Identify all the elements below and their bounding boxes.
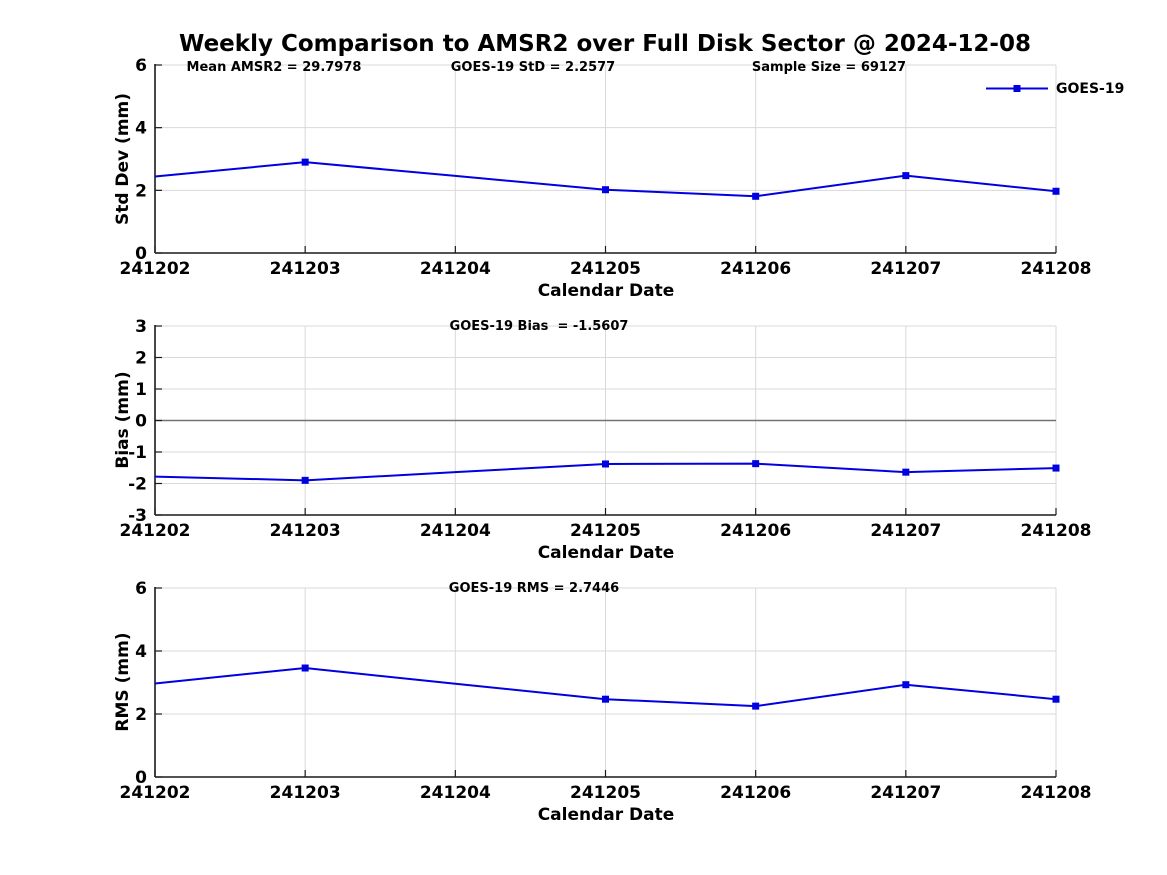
x-tick-label: 241207 (870, 259, 941, 279)
x-tick-label: 241203 (270, 783, 341, 803)
x-tick-label: 241208 (1021, 259, 1092, 279)
data-point-marker (752, 192, 760, 200)
x-tick-label: 241206 (720, 259, 791, 279)
x-tick-label: 241208 (1021, 521, 1092, 541)
x-tick-label: 241208 (1021, 783, 1092, 803)
y-tick-label: 6 (135, 56, 147, 76)
x-tick-label: 241207 (870, 783, 941, 803)
x-tick-label: 241202 (120, 783, 191, 803)
data-point-marker (301, 158, 309, 166)
data-point-marker (1052, 695, 1060, 703)
y-tick-label: -1 (128, 443, 147, 463)
y-tick-label: 1 (135, 380, 147, 400)
data-point-marker (752, 460, 760, 468)
y-tick-label: 2 (135, 349, 147, 369)
x-tick-label: 241206 (720, 783, 791, 803)
x-tick-label: 241205 (570, 259, 641, 279)
bias-x-axis-label: Calendar Date (537, 543, 675, 563)
data-point-marker (602, 460, 609, 468)
y-tick-label: 0 (135, 244, 147, 264)
x-tick-label: 241203 (270, 521, 341, 541)
y-tick-label: 6 (135, 579, 147, 599)
data-point-marker (902, 172, 910, 180)
annotation-goes19-bias: GOES-19 Bias = -1.5607 (449, 319, 629, 334)
y-tick-label: 4 (135, 642, 147, 662)
data-point-marker (752, 702, 760, 710)
y-tick-label: 2 (135, 705, 147, 725)
x-tick-label: 241204 (420, 259, 491, 279)
y-tick-label: 2 (135, 181, 147, 201)
figure-title: Weekly Comparison to AMSR2 over Full Dis… (179, 31, 1031, 57)
x-tick-label: 241204 (420, 521, 491, 541)
y-tick-label: -3 (128, 506, 147, 526)
x-tick-label: 241205 (570, 783, 641, 803)
y-tick-label: 0 (135, 768, 147, 788)
data-point-marker (1052, 464, 1060, 472)
rms-y-axis-label: RMS (mm) (113, 632, 133, 732)
data-point-marker (902, 468, 910, 476)
y-tick-label: 0 (135, 412, 147, 432)
y-tick-label: 3 (135, 317, 147, 337)
x-tick-label: 241203 (270, 259, 341, 279)
data-point-marker (301, 664, 309, 672)
rms-x-axis-label: Calendar Date (537, 805, 675, 825)
data-point-marker (902, 681, 910, 689)
data-point-marker (602, 695, 609, 703)
y-tick-label: 4 (135, 119, 147, 139)
data-point-marker (301, 476, 309, 484)
legend: GOES-19 (985, 80, 1124, 97)
bias-y-axis-label: Bias (mm) (113, 371, 133, 469)
x-tick-label: 241204 (420, 783, 491, 803)
x-tick-label: 241202 (120, 259, 191, 279)
data-point-marker (1052, 187, 1060, 195)
annotation-mean-amsr2: Mean AMSR2 = 29.7978 (186, 60, 362, 75)
legend-label: GOES-19 (1056, 80, 1125, 97)
y-tick-label: -2 (128, 475, 147, 495)
x-tick-label: 241207 (870, 521, 941, 541)
legend-line-icon (986, 85, 1048, 92)
annotation-goes19-rms: GOES-19 RMS = 2.7446 (448, 581, 620, 596)
annotation-sample-size: Sample Size = 69127 (751, 60, 907, 75)
annotation-goes19-std: GOES-19 StD = 2.2577 (450, 60, 616, 75)
data-point-marker (602, 186, 609, 194)
stddev-y-axis-label: Std Dev (mm) (113, 92, 133, 226)
x-tick-label: 241202 (120, 521, 191, 541)
x-tick-label: 241206 (720, 521, 791, 541)
stddev-x-axis-label: Calendar Date (537, 281, 675, 301)
x-tick-label: 241205 (570, 521, 641, 541)
